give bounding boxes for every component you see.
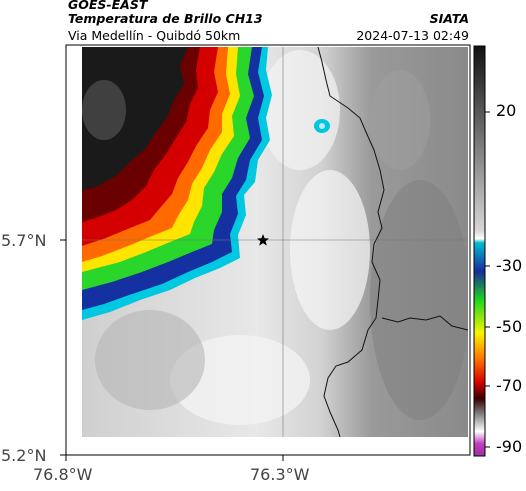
region-subtitle: Via Medellín - Quibdó 50km bbox=[68, 28, 241, 43]
colorbar-tick-label: -30 bbox=[496, 256, 523, 275]
product-title: Temperatura de Brillo CH13 bbox=[68, 11, 263, 26]
border-line bbox=[317, 47, 385, 437]
lat-tick-label: 5.7°N bbox=[1, 231, 47, 250]
colorbar bbox=[473, 45, 486, 457]
agency-label: GOES-EAST bbox=[68, 0, 148, 12]
satellite-image bbox=[82, 47, 468, 437]
lon-tick-label: 76.8°W bbox=[33, 465, 93, 484]
colorbar-tick-label: 20 bbox=[496, 101, 517, 120]
colorbar-tick-label: -90 bbox=[496, 437, 523, 456]
lat-tick-label: 5.2°N bbox=[1, 446, 47, 465]
colorbar-tick-label: -50 bbox=[496, 317, 523, 336]
org-label: SIATA bbox=[429, 11, 469, 26]
star-icon bbox=[257, 234, 269, 246]
border-line-2 bbox=[381, 315, 468, 331]
timestamp-label: 2024-07-13 02:49 bbox=[356, 28, 469, 43]
colorbar-tick-label: -70 bbox=[496, 376, 523, 395]
lon-tick-label: 76.3°W bbox=[250, 465, 310, 484]
